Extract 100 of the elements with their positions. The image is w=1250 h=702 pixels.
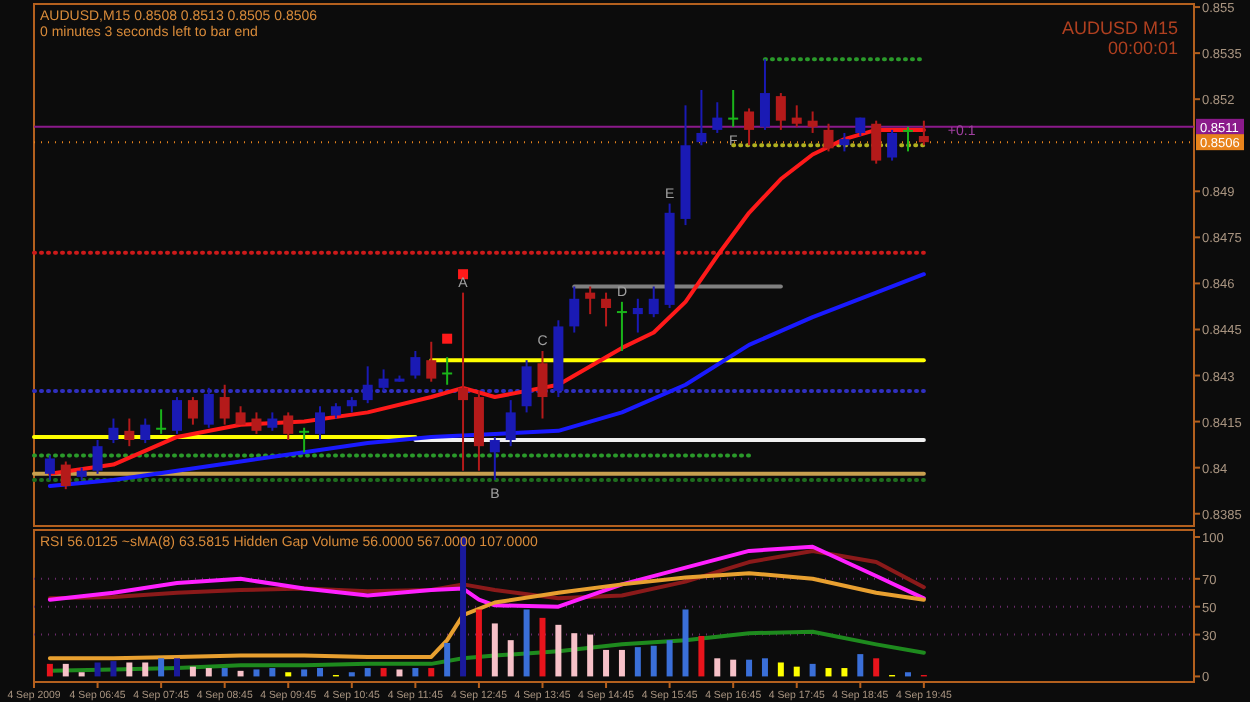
candlestick [918, 119, 929, 147]
bar [634, 647, 641, 677]
bar [46, 663, 53, 677]
bar [380, 668, 387, 677]
candlestick [839, 131, 850, 153]
bar [746, 659, 753, 677]
bar [873, 658, 880, 677]
candlestick [521, 359, 532, 414]
bar [793, 666, 800, 677]
candlestick [807, 110, 818, 134]
bar [666, 640, 673, 677]
candlestick [616, 300, 627, 352]
bar [253, 669, 260, 677]
bar [428, 668, 435, 677]
bar [857, 654, 864, 677]
bar [714, 658, 721, 677]
bar [110, 661, 117, 677]
line-series [47, 127, 926, 476]
candlestick [108, 417, 119, 445]
candlestick [299, 426, 310, 454]
bar [237, 670, 244, 677]
candlestick [458, 291, 469, 472]
candlestick [426, 340, 437, 383]
bar [555, 624, 562, 677]
bar [603, 649, 610, 677]
line-series [47, 571, 926, 661]
candlestick [585, 285, 596, 316]
candlestick [632, 297, 643, 334]
candlestick [362, 365, 373, 405]
candlestick [505, 399, 516, 448]
candlestick [728, 88, 739, 128]
bar [142, 662, 149, 677]
bar [539, 617, 546, 677]
candlestick [267, 411, 278, 432]
bar [317, 668, 324, 677]
bar [491, 623, 498, 677]
bar [777, 662, 784, 677]
bar [412, 668, 419, 677]
candlestick [235, 405, 246, 426]
bar [444, 642, 451, 677]
candlestick [156, 408, 167, 435]
bar [269, 668, 276, 677]
bar [396, 669, 403, 677]
bar [761, 658, 768, 677]
candlestick [648, 285, 659, 319]
bar [587, 634, 594, 677]
bar [126, 662, 133, 677]
candlestick [124, 417, 135, 448]
candlestick [92, 439, 103, 475]
bar [825, 668, 832, 677]
candlestick [44, 454, 55, 481]
bar [841, 668, 848, 677]
candlestick [60, 460, 71, 491]
candlestick [902, 125, 913, 153]
candlestick [187, 396, 198, 426]
bar [62, 663, 69, 677]
bar [158, 658, 165, 677]
candlestick [601, 291, 612, 328]
annotation: AUDUSD M15 [1061, 18, 1178, 38]
candlestick [442, 356, 453, 386]
candlestick [251, 411, 262, 435]
candlestick [219, 383, 230, 426]
candlestick [775, 92, 786, 131]
bar [205, 668, 212, 677]
bar [571, 633, 578, 677]
bar [618, 649, 625, 677]
candlestick [696, 88, 707, 147]
candlestick [283, 411, 294, 442]
candlestick [315, 405, 326, 442]
candlestick [871, 119, 882, 165]
bar [221, 668, 228, 677]
candlestick [569, 285, 580, 334]
bar [475, 609, 482, 677]
candlestick [759, 58, 770, 131]
bar [174, 658, 181, 677]
line-series [47, 629, 926, 673]
bar [189, 666, 196, 677]
bar [301, 669, 308, 677]
candlestick [887, 128, 898, 162]
bar [730, 659, 737, 677]
annotation: 00:00:01 [1107, 38, 1178, 58]
candlestick [172, 396, 183, 435]
bar [523, 609, 530, 677]
bar [698, 635, 705, 677]
candlestick [537, 349, 548, 420]
candlestick [489, 435, 500, 481]
bar [682, 609, 689, 677]
candlestick [712, 101, 723, 134]
line-series [47, 272, 926, 489]
candlestick [410, 349, 421, 380]
bar [809, 663, 816, 677]
candlestick [791, 104, 802, 128]
candlestick [203, 386, 214, 429]
candlestick [378, 368, 389, 392]
bar [650, 645, 657, 677]
bar [94, 662, 101, 677]
candlestick [140, 417, 151, 445]
candlestick [823, 122, 834, 153]
bar [364, 668, 371, 677]
bar [507, 640, 514, 677]
